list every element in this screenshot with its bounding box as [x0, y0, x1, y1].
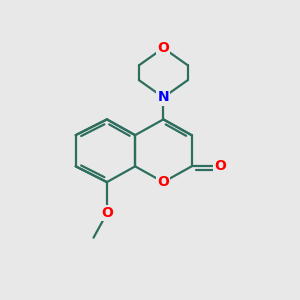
- Text: O: O: [214, 159, 226, 173]
- Text: O: O: [158, 175, 169, 189]
- Text: O: O: [101, 206, 113, 220]
- Text: O: O: [158, 41, 169, 55]
- Text: N: N: [158, 90, 169, 104]
